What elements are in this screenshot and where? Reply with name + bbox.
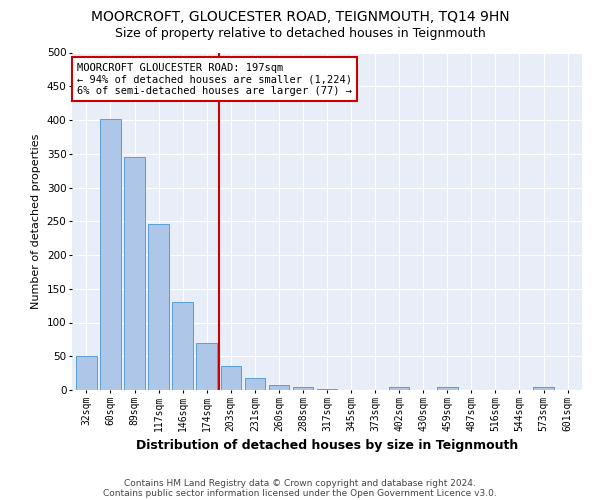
Y-axis label: Number of detached properties: Number of detached properties [31, 134, 41, 309]
Bar [221, 366, 241, 390]
Bar [76, 356, 97, 390]
Bar [148, 224, 169, 390]
Bar [437, 386, 458, 390]
Text: Contains public sector information licensed under the Open Government Licence v3: Contains public sector information licen… [103, 488, 497, 498]
Bar [533, 386, 554, 390]
Bar [172, 302, 193, 390]
Bar [124, 157, 145, 390]
Text: MOORCROFT, GLOUCESTER ROAD, TEIGNMOUTH, TQ14 9HN: MOORCROFT, GLOUCESTER ROAD, TEIGNMOUTH, … [91, 10, 509, 24]
Bar [293, 386, 313, 390]
Bar [269, 384, 289, 390]
X-axis label: Distribution of detached houses by size in Teignmouth: Distribution of detached houses by size … [136, 439, 518, 452]
Bar [245, 378, 265, 390]
Bar [196, 343, 217, 390]
Bar [100, 120, 121, 390]
Text: MOORCROFT GLOUCESTER ROAD: 197sqm
← 94% of detached houses are smaller (1,224)
6: MOORCROFT GLOUCESTER ROAD: 197sqm ← 94% … [77, 62, 352, 96]
Text: Contains HM Land Registry data © Crown copyright and database right 2024.: Contains HM Land Registry data © Crown c… [124, 478, 476, 488]
Text: Size of property relative to detached houses in Teignmouth: Size of property relative to detached ho… [115, 28, 485, 40]
Bar [389, 386, 409, 390]
